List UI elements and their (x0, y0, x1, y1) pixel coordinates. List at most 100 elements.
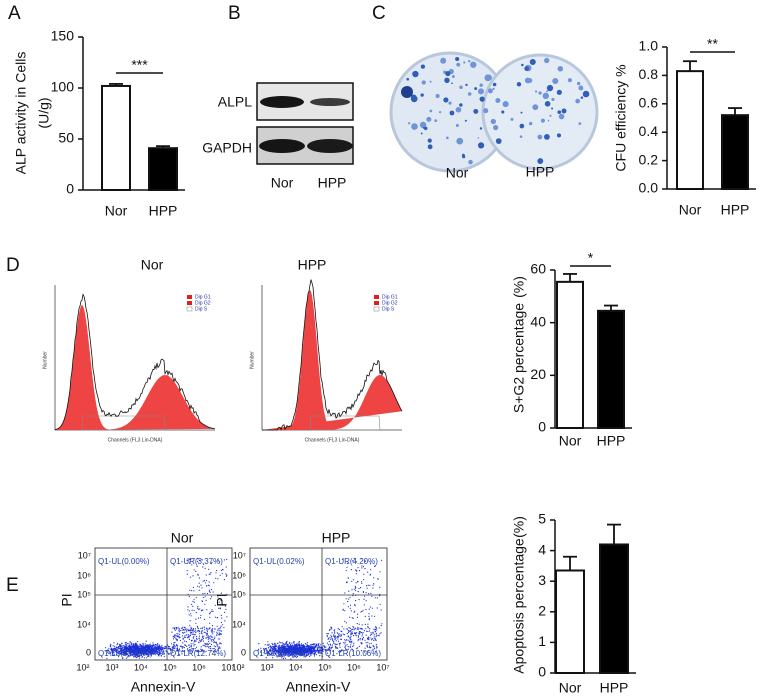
event-dot (223, 627, 225, 629)
event-dot (285, 646, 287, 648)
event-dot (311, 647, 313, 649)
event-dot (326, 634, 328, 637)
event-dot (294, 650, 296, 652)
event-dot (271, 653, 273, 655)
event-dot (271, 642, 273, 645)
event-dot (210, 635, 212, 637)
event-dot (131, 648, 134, 650)
event-dot (121, 649, 123, 651)
event-dot (281, 648, 283, 650)
event-dot (160, 650, 162, 653)
event-dot (216, 634, 218, 636)
event-dot (334, 629, 336, 631)
event-dot (204, 628, 206, 630)
colony (468, 60, 471, 63)
colony (446, 136, 449, 140)
event-dot (178, 630, 180, 632)
event-dot (217, 649, 219, 652)
event-dot (328, 646, 331, 648)
event-dot (135, 651, 137, 653)
event-dot (181, 647, 183, 649)
event-dot (139, 652, 141, 654)
event-dot (343, 628, 345, 630)
x-tick-label: 10⁵ (318, 662, 332, 672)
event-dot (372, 648, 374, 651)
event-dot (173, 644, 175, 646)
event-dot (194, 640, 196, 642)
event-dot (198, 582, 200, 584)
event-dot (149, 650, 151, 652)
event-dot (372, 584, 374, 586)
event-dot (179, 636, 181, 639)
event-dot (368, 615, 370, 618)
plot-frame (249, 547, 388, 661)
event-dot (150, 648, 152, 650)
event-dot (360, 650, 363, 652)
event-dot (192, 575, 194, 577)
event-dot (175, 635, 177, 637)
event-dot (188, 637, 190, 639)
event-dot (193, 558, 195, 560)
colony (556, 89, 562, 95)
event-dot (204, 603, 206, 605)
event-dot (360, 642, 362, 644)
event-dot (209, 613, 211, 615)
event-dot (353, 642, 355, 644)
event-dot (145, 640, 147, 642)
event-dot (367, 593, 370, 595)
event-dot (225, 573, 227, 575)
colony (580, 96, 584, 99)
event-dot (361, 627, 363, 630)
x-tick-label: HPP (721, 202, 750, 218)
event-dot (147, 648, 149, 651)
event-dot (301, 651, 303, 653)
event-dot (365, 600, 367, 602)
event-dot (200, 627, 202, 629)
panel-label: C (372, 3, 386, 24)
colony (427, 144, 433, 150)
event-dot (119, 652, 122, 655)
event-dot (278, 653, 281, 656)
event-dot (299, 653, 301, 655)
event-dot (128, 653, 130, 655)
event-dot (358, 587, 360, 590)
event-dot (197, 626, 199, 628)
event-dot (210, 572, 212, 574)
event-dot (349, 640, 351, 642)
event-dot (357, 647, 359, 649)
event-dot (157, 653, 160, 656)
event-dot (257, 649, 259, 651)
event-dot (174, 629, 176, 631)
event-dot (213, 631, 215, 633)
quadrant-label: Q1-LL(85.72%) (253, 649, 308, 658)
event-dot (327, 644, 330, 646)
event-dot (152, 650, 154, 652)
event-dot (201, 633, 203, 635)
event-dot (154, 651, 156, 653)
event-dot (162, 652, 164, 654)
event-dot (329, 643, 331, 646)
event-dot (376, 607, 378, 609)
event-dot (361, 610, 363, 613)
event-dot (334, 639, 336, 641)
event-dot (281, 657, 283, 659)
event-dot (293, 656, 295, 658)
event-dot (370, 592, 372, 595)
event-dot (300, 649, 302, 651)
event-dot (145, 644, 147, 647)
event-dot (210, 563, 212, 565)
event-dot (348, 590, 350, 592)
event-dot (199, 633, 201, 635)
event-dot (360, 611, 362, 613)
event-dot (128, 643, 130, 645)
event-dot (346, 649, 348, 651)
event-dot (226, 558, 228, 561)
event-dot (138, 652, 140, 654)
event-dot (305, 648, 307, 650)
event-dot (143, 657, 145, 659)
event-dot (305, 649, 308, 651)
significance-label: *** (131, 57, 148, 73)
event-dot (368, 643, 371, 645)
event-dot (197, 651, 199, 653)
colony (467, 92, 472, 96)
